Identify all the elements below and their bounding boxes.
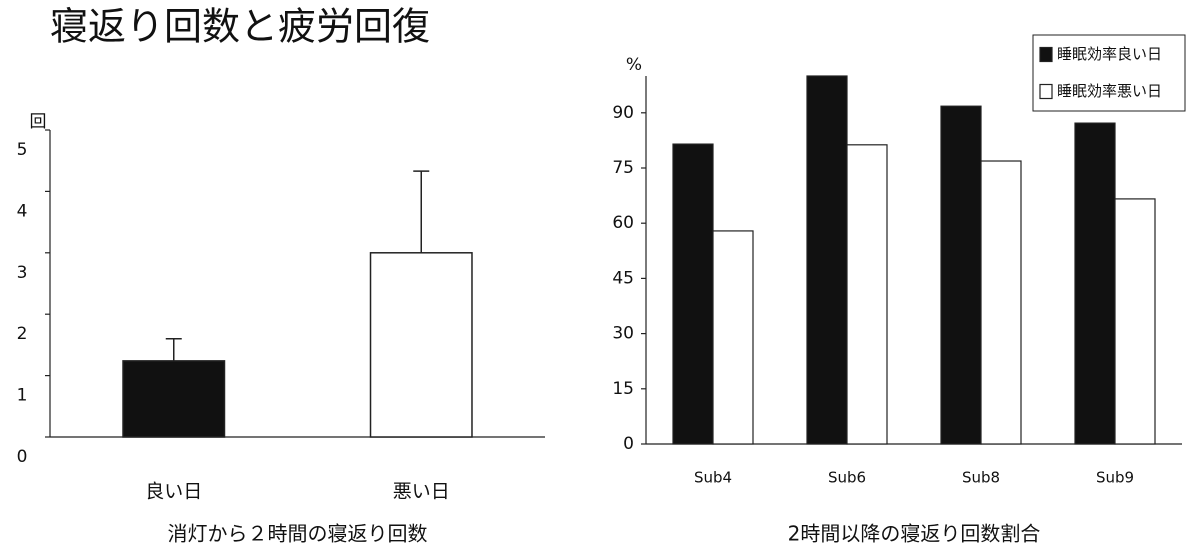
legend-box (1032, 34, 1186, 112)
bar (369, 252, 473, 438)
y-tick-label: 15 (612, 379, 634, 399)
legend-label: 睡眠効率良い日 (1057, 45, 1162, 63)
bar (806, 75, 848, 445)
y-tick-label: 30 (612, 324, 634, 344)
bar (940, 105, 982, 445)
bar (672, 143, 714, 445)
y-axis-label: % (626, 55, 642, 75)
y-tick-label: 2 (17, 324, 28, 344)
x-tick-label: Sub6 (828, 469, 866, 487)
legend-label: 睡眠効率悪い日 (1057, 82, 1162, 100)
y-tick-label: 0 (17, 447, 28, 467)
x-axis-label: 消灯から２時間の寝返り回数 (168, 522, 428, 546)
x-tick-label: 良い日 (145, 481, 202, 503)
bar (846, 144, 888, 445)
x-tick-label: Sub9 (1096, 469, 1134, 487)
legend-swatch (1039, 83, 1053, 100)
bar (122, 360, 226, 438)
y-tick-label: 45 (612, 268, 634, 288)
y-tick-label: 90 (612, 103, 634, 123)
legend-swatch (1039, 46, 1053, 63)
y-tick-label: 75 (612, 158, 634, 178)
y-tick-label: 3 (17, 263, 28, 283)
bar (980, 160, 1022, 445)
y-tick-label: 0 (623, 434, 634, 454)
bar (1074, 122, 1116, 445)
y-tick-label: 1 (17, 386, 28, 406)
y-tick-label: 4 (17, 201, 28, 221)
bar (1114, 198, 1156, 445)
x-tick-label: Sub4 (694, 469, 732, 487)
bar (712, 230, 754, 445)
x-tick-label: 悪い日 (393, 481, 450, 503)
x-tick-label: Sub8 (962, 469, 1000, 487)
y-tick-label: 5 (17, 140, 28, 160)
y-tick-label: 60 (612, 213, 634, 233)
x-axis-label: 2時間以降の寝返り回数割合 (788, 522, 1041, 546)
page-title: 寝返り回数と疲労回復 (50, 5, 430, 49)
y-axis-label: 回 (30, 112, 47, 132)
